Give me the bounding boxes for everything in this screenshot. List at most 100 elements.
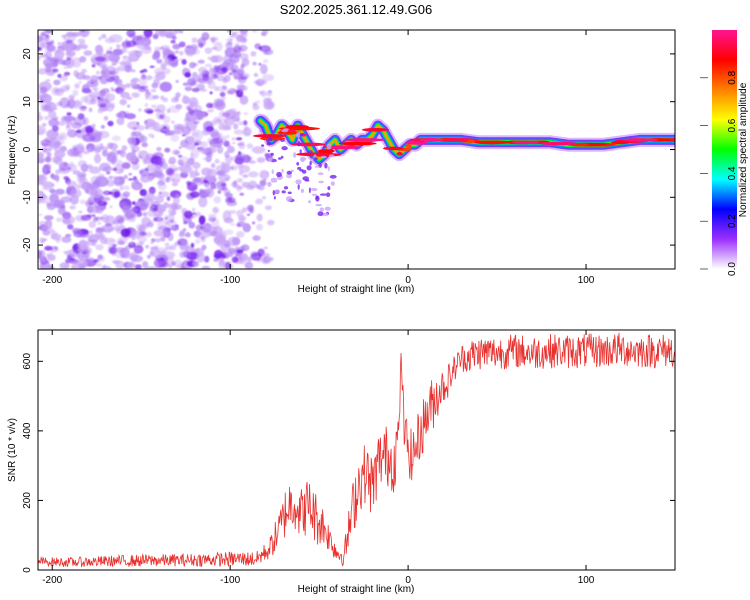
noise-blob: [47, 131, 60, 140]
noise-blob: [115, 87, 124, 95]
noise-blob: [171, 120, 175, 124]
stray-blob: [283, 186, 289, 190]
noise-blob: [38, 174, 45, 185]
noise-blob: [145, 96, 149, 100]
noise-blob: [235, 154, 244, 160]
noise-blob: [262, 196, 266, 200]
stray-blob: [297, 140, 301, 147]
noise-blob: [100, 236, 108, 245]
noise-blob: [248, 204, 254, 209]
noise-blob: [192, 131, 200, 137]
noise-blob: [61, 215, 75, 226]
noise-blob: [194, 102, 200, 108]
noise-blob: [44, 115, 50, 121]
noise-blob: [109, 239, 115, 243]
noise-blob: [253, 73, 259, 77]
noise-blob: [150, 249, 163, 258]
x-tick-label: -100: [220, 275, 240, 286]
noise-blob: [230, 64, 239, 71]
noise-blob: [213, 73, 219, 79]
noise-blob: [157, 180, 166, 186]
noise-blob: [132, 205, 141, 214]
x-tick-label: 0: [405, 575, 411, 586]
noise-blob: [68, 94, 75, 100]
noise-blob: [265, 256, 274, 262]
noise-blob: [236, 223, 241, 227]
noise-blob: [49, 188, 56, 194]
noise-blob: [144, 197, 154, 206]
noise-blob: [210, 230, 218, 237]
stray-blob: [300, 188, 304, 193]
noise-blob: [236, 68, 245, 76]
noise-blob: [133, 245, 144, 254]
noise-blob: [145, 244, 150, 249]
noise-blob: [50, 40, 55, 45]
noise-blob: [183, 221, 188, 225]
noise-blob: [38, 111, 42, 117]
noise-blob: [235, 35, 245, 43]
noise-blob: [101, 196, 111, 202]
noise-blob: [97, 200, 108, 206]
noise-blob: [226, 217, 230, 221]
noise-blob: [230, 54, 234, 57]
snr-x-title: Height of straight line (km): [298, 584, 415, 595]
stray-blob: [273, 196, 276, 200]
stray-blob: [301, 169, 307, 174]
noise-blob: [190, 101, 196, 106]
noise-blob: [109, 46, 113, 51]
noise-blob: [125, 83, 132, 88]
noise-blob: [113, 225, 122, 232]
noise-blob: [237, 163, 244, 169]
noise-blob: [52, 174, 60, 181]
noise-blob: [240, 63, 245, 69]
noise-blob: [119, 223, 124, 228]
noise-blob: [242, 174, 249, 178]
noise-blob: [216, 241, 225, 247]
noise-blob: [227, 197, 236, 204]
noise-blob: [139, 168, 150, 177]
noise-blob: [255, 198, 264, 205]
noise-blob: [160, 257, 165, 260]
noise-blob: [192, 212, 197, 215]
noise-blob: [38, 250, 46, 259]
noise-blob: [175, 224, 179, 228]
colorbar-bar: [712, 30, 737, 269]
noise-blob: [214, 101, 224, 108]
noise-blob: [166, 196, 171, 201]
noise-blob: [42, 231, 51, 236]
noise-blob: [78, 210, 83, 214]
noise-blob: [92, 87, 97, 91]
noise-blob: [66, 31, 76, 37]
noise-blob: [190, 242, 195, 248]
noise-blob: [156, 104, 166, 113]
noise-blob: [66, 180, 77, 188]
stray-blob: [281, 190, 286, 194]
noise-blob: [114, 79, 120, 83]
noise-blob: [153, 258, 166, 269]
noise-blob: [220, 182, 227, 187]
noise-blob: [206, 102, 214, 109]
noise-blob: [207, 56, 211, 60]
noise-blob: [222, 229, 234, 235]
noise-blob: [115, 260, 125, 269]
noise-blob: [165, 58, 173, 66]
noise-blob: [228, 72, 233, 76]
noise-blob: [241, 244, 250, 252]
stray-blob: [308, 200, 311, 204]
stray-blob: [328, 154, 335, 158]
noise-blob: [118, 168, 125, 174]
stray-blob: [319, 193, 327, 196]
noise-blob: [119, 240, 123, 244]
noise-blob: [170, 203, 178, 212]
stray-blob: [325, 192, 331, 197]
noise-blob: [108, 191, 114, 195]
y-tick-label: 400: [22, 422, 33, 439]
noise-blob: [238, 141, 246, 150]
noise-blob: [107, 120, 114, 127]
noise-blob: [67, 129, 77, 138]
noise-blob: [44, 48, 48, 52]
noise-blob: [164, 214, 168, 219]
ridge-hotspot: [383, 146, 404, 151]
noise-blob: [261, 90, 267, 98]
